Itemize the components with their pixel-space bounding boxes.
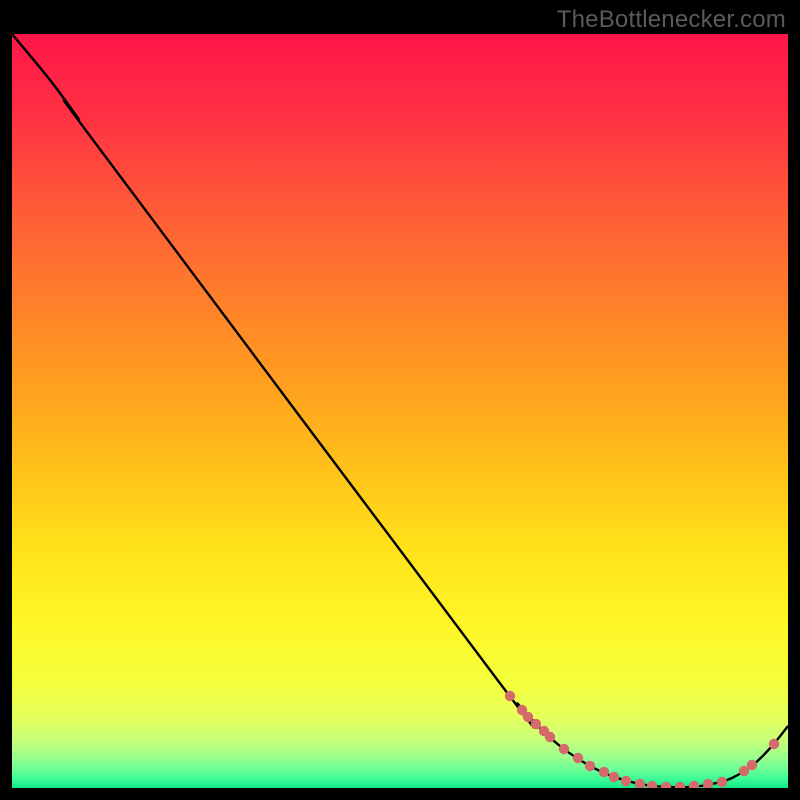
marker-point [703, 779, 713, 788]
marker-point [559, 744, 569, 754]
markers-group [505, 691, 779, 788]
marker-point [717, 777, 727, 787]
marker-point [505, 691, 515, 701]
marker-point [599, 767, 609, 777]
plot-area [12, 34, 788, 788]
marker-point [769, 739, 779, 749]
marker-point [675, 782, 685, 788]
main-curve [12, 34, 788, 787]
marker-point [573, 753, 583, 763]
marker-point [661, 782, 671, 788]
curve-layer [12, 34, 788, 788]
marker-point [747, 760, 757, 770]
marker-point [545, 732, 555, 742]
marker-point [647, 781, 657, 788]
marker-point [531, 719, 541, 729]
marker-point [689, 781, 699, 788]
marker-point [621, 776, 631, 786]
marker-point [523, 712, 533, 722]
marker-point [635, 779, 645, 788]
chart-container: TheBottlenecker.com [0, 0, 800, 800]
marker-point [609, 772, 619, 782]
marker-point [585, 761, 595, 771]
watermark-text: TheBottlenecker.com [557, 6, 786, 34]
